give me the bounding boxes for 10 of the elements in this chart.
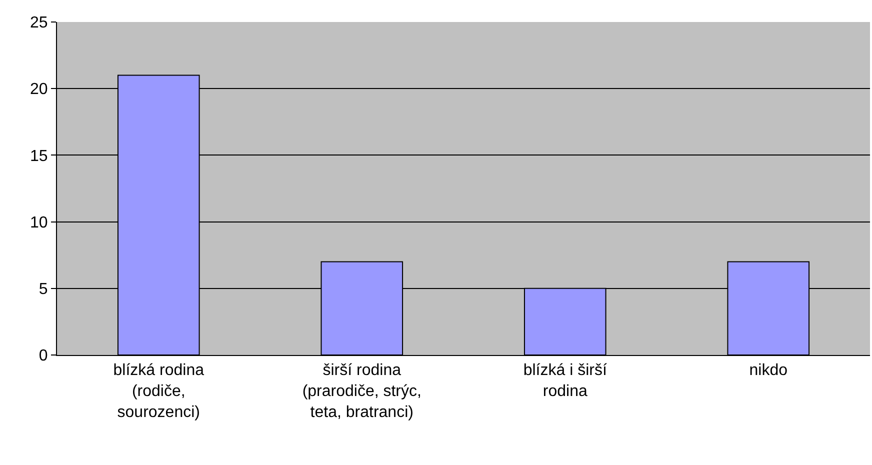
y-tick-label: 10 [30, 214, 48, 232]
x-tick-label: nikdo [749, 362, 788, 380]
x-tick-label: širší rodina (prarodiče, strýc, teta, bratranci) [302, 362, 422, 421]
y-tick-label: 20 [30, 81, 48, 98]
x-tick-label: blízká rodina (rodiče, sourozenci) [113, 362, 204, 421]
y-tick-label: 15 [30, 148, 48, 165]
y-tick-label: 5 [38, 281, 48, 298]
y-tick-label: 0 [38, 348, 48, 365]
x-tick-label: blízká i širší rodina [523, 362, 608, 400]
y-tick-label: 25 [30, 14, 48, 32]
